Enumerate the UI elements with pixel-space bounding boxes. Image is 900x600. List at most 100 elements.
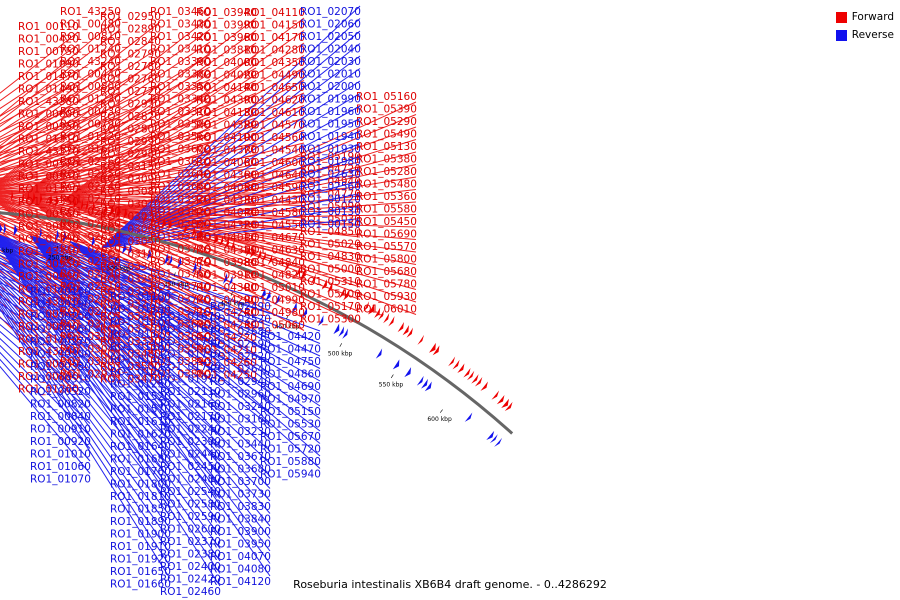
reverse-gene-label: RO1_02420 xyxy=(160,574,221,586)
axis-tick xyxy=(439,409,443,413)
reverse-gene-label: RO1_02400 xyxy=(160,561,221,573)
forward-feature xyxy=(300,268,306,280)
reverse-gene-label: RO1_00920 xyxy=(30,436,91,448)
connector-line xyxy=(63,67,305,201)
reverse-feature xyxy=(265,290,271,302)
reverse-gene-label: RO1_01650 xyxy=(110,566,171,578)
forward-gene-label: RO1_03070 xyxy=(100,199,161,211)
forward-gene-label: RO1_05020 xyxy=(300,239,361,251)
reverse-gene-label: RO1_00520 xyxy=(30,386,91,398)
connector-line xyxy=(23,194,257,269)
forward-gene-label: RO1_04290 xyxy=(196,295,257,307)
connector-line xyxy=(30,235,271,327)
forward-feature xyxy=(167,219,172,231)
reverse-feature xyxy=(164,253,169,265)
forward-gene-label: RO1_02790 xyxy=(100,49,161,61)
connector-line xyxy=(63,17,305,201)
forward-gene-label: RO1_04430 xyxy=(244,195,305,207)
forward-gene-label: RO1_05570 xyxy=(356,241,417,253)
connector-line xyxy=(0,317,91,387)
forward-gene-label: RO1_04580 xyxy=(244,207,305,219)
forward-gene-label: RO1_05290 xyxy=(356,116,417,128)
forward-gene-label: RO1_05030 xyxy=(300,214,361,226)
reverse-gene-label: RO1_01760 xyxy=(110,466,171,478)
connector-line xyxy=(0,241,221,487)
forward-gene-label: RO1_00810 xyxy=(60,31,121,43)
forward-gene-label: RO1_03740 xyxy=(150,281,211,293)
forward-feature xyxy=(213,233,219,245)
forward-gene-label: RO1_04770 xyxy=(300,189,361,201)
reverse-feature xyxy=(168,254,173,267)
forward-gene-label: RO1_43350 xyxy=(18,196,79,208)
axis-tick-label: 350 kbp xyxy=(164,281,189,288)
forward-feature xyxy=(85,199,89,212)
forward-feature xyxy=(80,199,84,211)
connector-line xyxy=(155,176,417,220)
forward-gene-label: RO1_02650 xyxy=(60,231,121,243)
forward-feature xyxy=(474,377,483,387)
forward-feature xyxy=(383,312,390,324)
reverse-gene-label: RO1_04860 xyxy=(260,369,321,381)
forward-gene-label: RO1_04230 xyxy=(196,320,257,332)
forward-gene-label: RO1_03000 xyxy=(60,356,121,368)
connector-line xyxy=(0,197,211,280)
forward-gene-label: RO1_04640 xyxy=(244,170,305,182)
connector-line xyxy=(23,167,257,196)
reverse-gene-label: RO1_00840 xyxy=(30,411,91,423)
reverse-swatch xyxy=(835,29,847,41)
reverse-feature xyxy=(274,294,280,306)
forward-gene-label: RO1_04140 xyxy=(196,82,257,94)
forward-feature xyxy=(363,301,370,312)
forward-gene-label: RO1_43370 xyxy=(18,146,79,158)
forward-gene-label: RO1_04390 xyxy=(196,95,257,107)
forward-gene-label: RO1_03750 xyxy=(150,269,211,281)
connector-line xyxy=(0,237,221,387)
reverse-gene-label: RO1_02630 xyxy=(300,169,361,181)
reverse-gene-label: RO1_03950 xyxy=(210,539,271,551)
forward-feature xyxy=(54,195,59,207)
reverse-gene-label: RO1_01930 xyxy=(300,144,361,156)
connector-line xyxy=(0,288,171,492)
forward-gene-label: RO1_04590 xyxy=(244,182,305,194)
forward-gene-label: RO1_03820 xyxy=(150,206,211,218)
forward-gene-label: RO1_05170 xyxy=(300,301,361,313)
connector-line xyxy=(155,218,417,303)
forward-gene-label: RO1_03600 xyxy=(150,144,211,156)
forward-feature xyxy=(397,321,404,333)
reverse-feature xyxy=(416,375,424,386)
forward-feature xyxy=(429,342,436,353)
reverse-feature xyxy=(3,223,7,236)
reverse-feature xyxy=(13,224,18,237)
connector-line xyxy=(23,194,257,356)
forward-feature xyxy=(249,246,255,259)
forward-gene-label: RO1_04570 xyxy=(244,120,305,132)
forward-gene-label: RO1_43240 xyxy=(60,56,121,68)
connector-line xyxy=(0,66,211,184)
reverse-gene-label: RO1_01990 xyxy=(300,94,361,106)
forward-gene-label: RO1_43380 xyxy=(18,96,79,108)
forward-feature xyxy=(10,189,14,202)
forward-feature xyxy=(123,207,128,220)
reverse-gene-label: RO1_05670 xyxy=(260,431,321,443)
forward-feature xyxy=(463,367,471,378)
forward-feature xyxy=(261,251,266,263)
connector-line xyxy=(155,139,417,220)
axis-tick xyxy=(390,374,394,379)
forward-gene-label: RO1_04060 xyxy=(196,157,257,169)
reverse-gene-label: RO1_01520 xyxy=(110,391,171,403)
connector-line xyxy=(63,155,305,201)
forward-feature xyxy=(32,192,36,204)
connector-line xyxy=(0,236,221,362)
forward-gene-label: RO1_03040 xyxy=(60,344,121,356)
forward-feature xyxy=(224,237,230,249)
axis-tick-label: 500 kbp xyxy=(328,351,353,358)
forward-gene-label: RO1_00890 xyxy=(18,321,79,333)
reverse-gene-label: RO1_01960 xyxy=(300,106,361,118)
forward-gene-label: RO1_03090 xyxy=(100,174,161,186)
forward-gene-label: RO1_03710 xyxy=(150,306,211,318)
connector-line xyxy=(30,235,271,339)
connector-line xyxy=(0,239,221,424)
forward-feature xyxy=(466,370,475,381)
reverse-gene-label: RO1_00160 xyxy=(30,286,91,298)
forward-gene-label: RO1_05780 xyxy=(356,279,417,291)
